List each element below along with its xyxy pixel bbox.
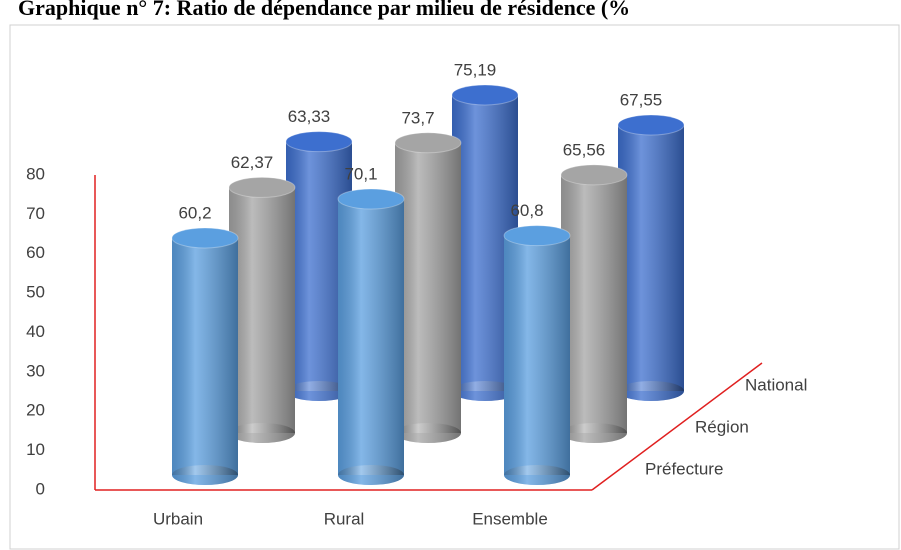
y-tick-label: 50: [26, 283, 45, 302]
x-tick-label: Urbain: [153, 509, 203, 528]
y-tick-label: 60: [26, 243, 45, 262]
cylinder-shade: [561, 174, 627, 434]
cylinder-shade: [395, 142, 461, 433]
y-tick-label: 10: [26, 440, 45, 459]
cylinder-bottom-shade: [286, 381, 352, 401]
depth-label: National: [745, 375, 807, 394]
cylinder: [617, 114, 685, 401]
x-tick-label: Rural: [324, 509, 365, 528]
cylinder-shade: [504, 235, 570, 475]
y-tick-label: 80: [26, 164, 45, 183]
cylinder-shade: [338, 198, 404, 475]
value-label: 70,1: [344, 164, 377, 183]
cylinder-top: [285, 131, 353, 153]
cylinder: [171, 227, 239, 485]
cylinder-top: [228, 176, 296, 198]
cylinder-bottom-shade: [618, 381, 684, 401]
cylinder-top: [451, 84, 519, 106]
axes: [94, 175, 763, 491]
value-label: 60,8: [510, 201, 543, 220]
y-tick-label: 30: [26, 361, 45, 380]
cylinder-top: [617, 114, 685, 136]
cylinder-shade: [618, 125, 684, 391]
value-label: 63,33: [288, 107, 331, 126]
value-label: 75,19: [454, 60, 497, 79]
y-tick-label: 20: [26, 401, 45, 420]
depth-label: Région: [695, 417, 749, 436]
cylinder-top: [394, 132, 462, 154]
cylinder-bottom-shade: [395, 423, 461, 443]
cylinder-bottom-shade: [504, 465, 570, 485]
x-tick-label: Ensemble: [472, 509, 548, 528]
value-label: 73,7: [401, 108, 434, 127]
value-label: 67,55: [620, 91, 663, 110]
chart-title: Graphique n° 7: Ratio de dépendance par …: [18, 0, 630, 20]
value-label: 65,56: [563, 140, 606, 159]
cylinder-bottom-shade: [172, 465, 238, 485]
cylinder-top: [503, 225, 571, 247]
cylinder-bottom-shade: [561, 423, 627, 443]
cylinder: [337, 188, 405, 485]
cylinder: [394, 132, 462, 443]
cylinder: [560, 164, 628, 443]
cylinder-bottom-shade: [452, 381, 518, 401]
cylinder-shade: [229, 187, 295, 433]
cylinder: [503, 225, 571, 485]
value-label: 62,37: [231, 153, 274, 172]
plot-border: [9, 24, 900, 550]
y-tick-label: 40: [26, 322, 45, 341]
depth-label: Préfecture: [645, 459, 723, 478]
cylinder-top: [337, 188, 405, 210]
value-label: 60,2: [178, 203, 211, 222]
cylinder-bottom-shade: [229, 423, 295, 443]
cylinder-top: [171, 227, 239, 249]
cylinder-bottom-shade: [338, 465, 404, 485]
y-tick-label: 70: [26, 204, 45, 223]
y-tick-label: 0: [36, 479, 45, 498]
cylinder-top: [560, 164, 628, 186]
cylinder: [228, 176, 296, 443]
cylinder-shade: [172, 237, 238, 475]
